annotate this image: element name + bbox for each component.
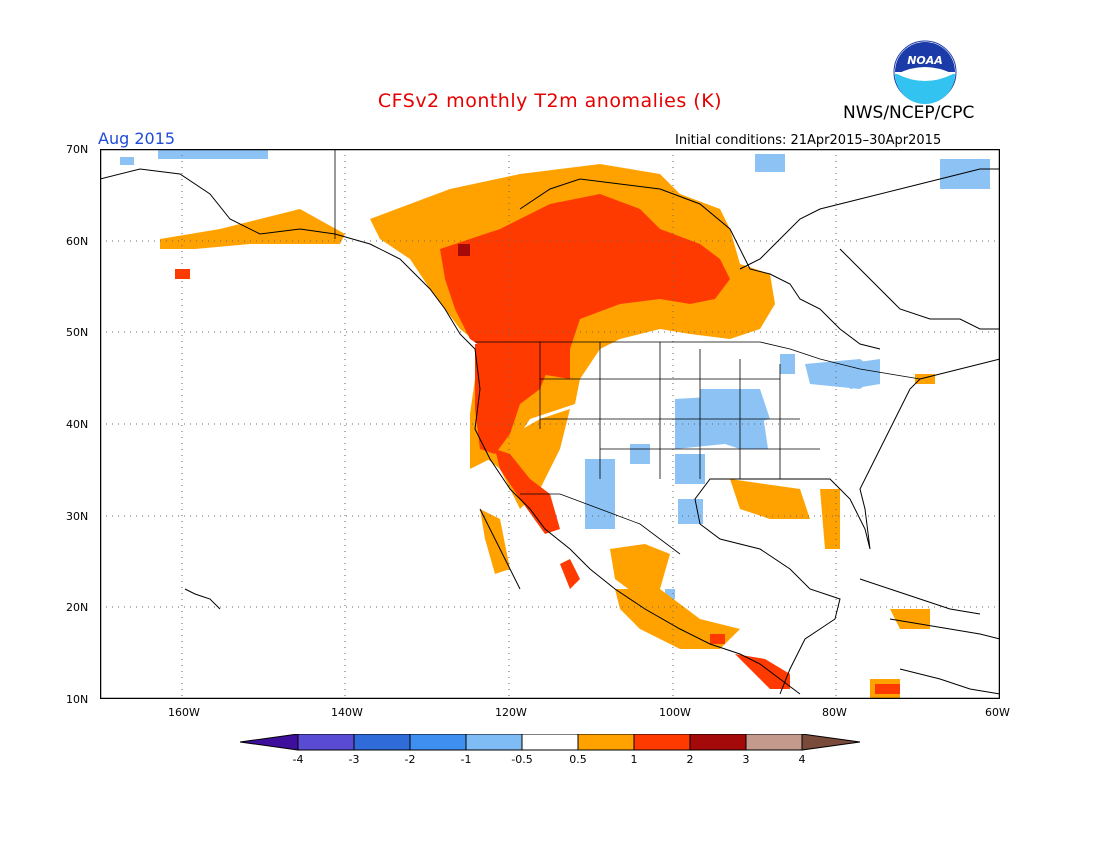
colorbar-swatch bbox=[409, 734, 467, 751]
lon-label-120w: 120W bbox=[495, 706, 527, 719]
logo-text: NOAA bbox=[907, 54, 943, 67]
lat-label-40n: 40N bbox=[66, 418, 89, 431]
agency-label: NWS/NCEP/CPC bbox=[843, 103, 975, 123]
lon-label-140w: 140W bbox=[331, 706, 363, 719]
colorbar-swatch-min bbox=[240, 734, 299, 751]
colorbar-tick-label: 0.5 bbox=[569, 753, 587, 766]
colorbar-swatch bbox=[465, 734, 523, 751]
cool-anomaly-regions bbox=[120, 149, 990, 599]
colorbar-legend: -4 -3 -2 -1 -0.5 0.5 1 2 3 4 bbox=[240, 734, 861, 766]
colorbar-tick-label: -1 bbox=[461, 753, 472, 766]
lat-label-10n: 10N bbox=[66, 693, 89, 706]
colorbar-swatch bbox=[577, 734, 635, 751]
lon-label-100w: 100W bbox=[659, 706, 691, 719]
colorbar-tick-label: 2 bbox=[687, 753, 694, 766]
lat-label-20n: 20N bbox=[66, 601, 89, 614]
map-frame bbox=[100, 149, 1000, 699]
lat-label-60n: 60N bbox=[66, 235, 89, 248]
anomaly-map bbox=[100, 149, 1000, 699]
colorbar-tick-label: -3 bbox=[349, 753, 360, 766]
gridlines bbox=[100, 149, 1000, 699]
colorbar-swatches bbox=[240, 734, 861, 751]
colorbar-swatch bbox=[633, 734, 691, 751]
borders bbox=[334, 149, 921, 555]
lat-label-30n: 30N bbox=[66, 510, 89, 523]
colorbar-tick-label: 3 bbox=[743, 753, 750, 766]
colorbar-swatch bbox=[689, 734, 747, 751]
lat-label-50n: 50N bbox=[66, 326, 89, 339]
lat-label-70n: 70N bbox=[66, 143, 89, 156]
colorbar-tick-label: -2 bbox=[405, 753, 416, 766]
colorbar-tick-label: 4 bbox=[799, 753, 806, 766]
lon-label-160w: 160W bbox=[168, 706, 200, 719]
coastlines bbox=[100, 168, 1000, 695]
lon-label-80w: 80W bbox=[822, 706, 847, 719]
colorbar-tick-label: -4 bbox=[293, 753, 304, 766]
colorbar-labels: -4 -3 -2 -1 -0.5 0.5 1 2 3 4 bbox=[293, 753, 806, 766]
colorbar-tick-label: -0.5 bbox=[511, 753, 532, 766]
very-strong-warm-anomaly-regions bbox=[458, 244, 470, 256]
strong-warm-anomaly-regions bbox=[175, 194, 900, 694]
lon-label-60w: 60W bbox=[985, 706, 1010, 719]
valid-month: Aug 2015 bbox=[98, 129, 176, 148]
noaa-logo: NOAA bbox=[893, 40, 957, 104]
colorbar-swatch bbox=[521, 734, 579, 751]
initial-conditions: Initial conditions: 21Apr2015–30Apr2015 bbox=[675, 133, 942, 148]
colorbar-swatch-max bbox=[801, 734, 861, 751]
colorbar-tick-label: 1 bbox=[631, 753, 638, 766]
colorbar-swatch bbox=[353, 734, 411, 751]
colorbar-swatch bbox=[297, 734, 355, 751]
map-title: CFSv2 monthly T2m anomalies (K) bbox=[377, 90, 723, 112]
colorbar-swatch bbox=[745, 734, 803, 751]
